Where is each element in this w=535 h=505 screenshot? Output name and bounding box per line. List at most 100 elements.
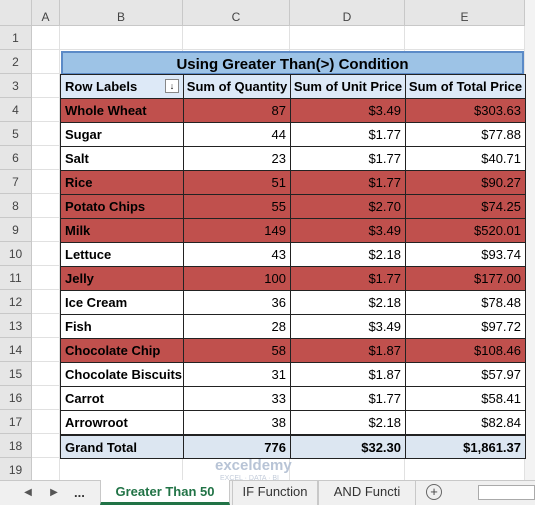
grid-cell [32, 194, 60, 218]
value-cell: $57.97 [405, 362, 526, 387]
label-cell: Rice [60, 170, 184, 195]
value-cell: 44 [183, 122, 291, 147]
grid-cell [32, 242, 60, 266]
scroll-right[interactable]: ▶ [50, 487, 58, 498]
value-cell: $3.49 [290, 98, 406, 123]
value-cell: 23 [183, 146, 291, 171]
row-header: 6 [0, 146, 32, 170]
row-header: 9 [0, 218, 32, 242]
grid-cell [60, 26, 183, 50]
total-cell: $32.30 [290, 434, 406, 459]
grid-cell [32, 50, 60, 74]
value-cell: $1.77 [290, 122, 406, 147]
row-header: 1 [0, 26, 32, 50]
value-cell: $77.88 [405, 122, 526, 147]
sheet-tab[interactable]: AND Functi [318, 480, 416, 505]
value-cell: 100 [183, 266, 291, 291]
value-cell: 28 [183, 314, 291, 339]
horizontal-scrollbar[interactable] [478, 485, 535, 500]
row-header: 19 [0, 458, 32, 482]
value-cell: $78.48 [405, 290, 526, 315]
value-cell: $2.70 [290, 194, 406, 219]
value-cell: $2.18 [290, 290, 406, 315]
grid-cell [32, 362, 60, 386]
value-cell: $74.25 [405, 194, 526, 219]
column-header: D [290, 0, 405, 26]
row-header: 13 [0, 314, 32, 338]
total-cell: Grand Total [60, 434, 184, 459]
value-cell: 58 [183, 338, 291, 363]
row-header: 17 [0, 410, 32, 434]
column-header: E [405, 0, 525, 26]
column-header: B [60, 0, 183, 26]
value-cell: $1.87 [290, 362, 406, 387]
column-title: Sum of Quantity [183, 74, 291, 99]
label-cell: Potato Chips [60, 194, 184, 219]
grid-cell [32, 170, 60, 194]
value-cell: $1.77 [290, 386, 406, 411]
grid-cell [32, 386, 60, 410]
label-cell: Arrowroot [60, 410, 184, 435]
label-cell: Carrot [60, 386, 184, 411]
grid-cell [405, 458, 525, 482]
watermark-name: exceldemy [215, 457, 292, 474]
value-cell: 51 [183, 170, 291, 195]
label-cell: Chocolate Chip [60, 338, 184, 363]
add-sheet[interactable]: + [426, 484, 442, 500]
corner [0, 0, 32, 26]
value-cell: $1.77 [290, 170, 406, 195]
row-header: 4 [0, 98, 32, 122]
label-cell: Jelly [60, 266, 184, 291]
value-cell: 36 [183, 290, 291, 315]
label-cell: Chocolate Biscuits [60, 362, 184, 387]
column-title: Sum of Total Price [405, 74, 526, 99]
value-cell: $2.18 [290, 242, 406, 267]
value-cell: $520.01 [405, 218, 526, 243]
row-header: 3 [0, 74, 32, 98]
label-cell: Ice Cream [60, 290, 184, 315]
grid-cell [60, 458, 183, 482]
grid-cell [32, 218, 60, 242]
grid-cell [32, 122, 60, 146]
total-cell: $1,861.37 [405, 434, 526, 459]
label-cell: Salt [60, 146, 184, 171]
grid-cell [32, 290, 60, 314]
row-header: 16 [0, 386, 32, 410]
value-cell: $3.49 [290, 218, 406, 243]
scroll-left[interactable]: ◀ [24, 487, 32, 498]
gray-area [525, 0, 535, 480]
value-cell: $90.27 [405, 170, 526, 195]
value-cell: 149 [183, 218, 291, 243]
grid-cell [32, 434, 60, 458]
value-cell: $1.87 [290, 338, 406, 363]
label-cell: Sugar [60, 122, 184, 147]
row-header: 10 [0, 242, 32, 266]
row-header: 14 [0, 338, 32, 362]
value-cell: $97.72 [405, 314, 526, 339]
tab-bar [0, 480, 535, 505]
value-cell: 33 [183, 386, 291, 411]
row-header: 2 [0, 50, 32, 74]
row-header: 5 [0, 122, 32, 146]
sheet-tab[interactable]: IF Function [232, 480, 318, 505]
row-header: 18 [0, 434, 32, 458]
row-header: 8 [0, 194, 32, 218]
grid-cell [32, 266, 60, 290]
column-header: A [32, 0, 60, 26]
value-cell: $40.71 [405, 146, 526, 171]
sheet-tab[interactable]: Greater Than 50 [100, 480, 230, 505]
grid-cell [290, 26, 405, 50]
value-cell: $1.77 [290, 146, 406, 171]
label-cell: Milk [60, 218, 184, 243]
value-cell: 43 [183, 242, 291, 267]
value-cell: $3.49 [290, 314, 406, 339]
grid-cell [32, 146, 60, 170]
filter-button[interactable]: ↓ [165, 79, 179, 93]
value-cell: $108.46 [405, 338, 526, 363]
grid-cell [32, 458, 60, 482]
column-header: C [183, 0, 290, 26]
tabs-more[interactable]: ... [74, 485, 85, 500]
total-cell: 776 [183, 434, 291, 459]
grid-cell [405, 26, 525, 50]
value-cell: $58.41 [405, 386, 526, 411]
